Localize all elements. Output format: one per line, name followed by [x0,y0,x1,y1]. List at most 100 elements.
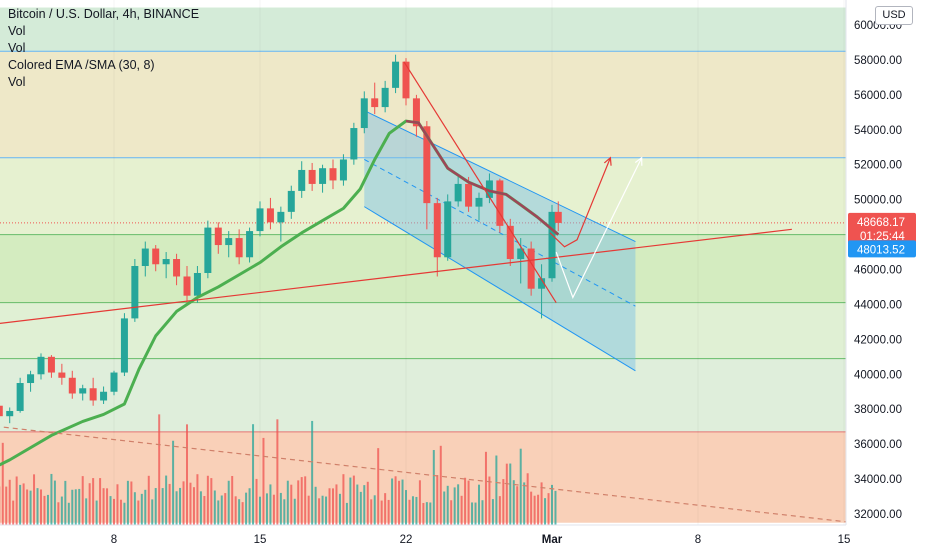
volume-bar [78,488,81,525]
legend-symbol[interactable]: Bitcoin / U.S. Dollar, 4h, BINANCE [8,7,200,21]
candle-body [444,201,452,258]
volume-bar [179,487,182,525]
volume-bar [245,492,248,525]
volume-bar [432,450,435,525]
candle-body [496,180,504,226]
time-axis[interactable]: 8 15 22 Mar 8 15 [0,524,932,550]
volume-bar [36,488,39,525]
volume-bar [439,445,442,525]
volume-bar [505,463,508,525]
volume-bar [85,498,88,525]
volume-bar [377,448,380,525]
price-tick-label: 54000.00 [854,125,902,137]
price-tick-label: 38000.00 [854,404,902,416]
price-tick-label: 50000.00 [854,195,902,207]
volume-bar [217,500,220,525]
chart-legend: Bitcoin / U.S. Dollar, 4h, BINANCE Vol V… [8,6,199,91]
time-axis-bg [0,525,932,550]
ema-line [0,119,560,467]
volume-bar [279,492,282,525]
volume-bar [234,496,237,525]
volume-bar [269,484,272,525]
volume-bar [210,478,213,525]
projection-arrowhead-1 [634,156,643,166]
legend-ema-sma[interactable]: Colored EMA /SMA (30, 8) [8,58,155,72]
candle-body [527,248,535,289]
volume-bar [241,502,244,525]
volume-bar [81,476,84,525]
volume-bar [512,480,515,525]
candle-body [329,168,337,181]
candle-body [162,259,170,265]
candle-body [465,183,473,207]
candle-body [141,248,149,267]
candle-body [58,372,66,378]
volume-bar [467,480,470,525]
last-price-tag [848,212,916,245]
candle-body [193,272,201,296]
volume-bar [484,451,487,525]
volume-bar [418,480,421,525]
candle-body [298,169,306,191]
candle-body [246,231,254,258]
time-tick-label: 15 [838,534,851,546]
volume-bar [175,491,178,525]
candle-body [100,391,108,401]
candle-body [517,248,525,260]
legend-volume-3[interactable]: Vol [8,75,26,89]
volume-bar [248,488,251,525]
volume-bar [342,474,345,525]
volume-bar [189,482,192,525]
volume-bar [325,496,328,525]
candle-body [277,211,285,223]
volume-bar [464,477,467,525]
volume-bar [88,483,91,525]
volume-bar [29,490,32,525]
volume-bar [15,476,18,525]
bar-countdown: 01:25:44 [860,231,905,243]
time-tick-label: 22 [400,534,413,546]
candle-body [454,183,462,202]
volume-bar [262,437,265,525]
volume-bar [53,480,56,525]
candle-body [16,383,24,411]
volume-bar [109,496,112,525]
volume-bar [5,486,8,525]
volume-bar [126,480,129,525]
legend-volume-1[interactable]: Vol [8,24,26,38]
volume-bar [366,481,369,525]
volume-bar [471,502,474,525]
price-tick-label: 56000.00 [854,90,902,102]
volume-bar [192,487,195,525]
volume-bar [123,502,126,525]
legend-volume-2[interactable]: Vol [8,41,26,55]
volume-bar [40,489,42,525]
volume-bar [498,496,501,525]
zone-1 [0,51,846,158]
projection-path-0 [549,157,611,248]
volume-bar [116,484,119,525]
zones-layer [0,7,846,523]
volume-bar [140,493,143,525]
volume-bar [95,500,98,525]
volume-bar [133,492,136,525]
candle-body [392,61,400,88]
candle-body [371,98,379,108]
volume-bar [206,475,209,525]
volume-bar [523,482,526,525]
volume-bar [33,474,36,525]
currency-button[interactable]: USD [875,6,913,25]
volume-bar [401,479,404,525]
ema-price-tag [848,240,916,258]
volume-bar [293,498,296,525]
volume-bar [387,499,390,525]
candle-body [131,266,139,319]
price-axis[interactable]: 32000.00 34000.00 36000.00 38000.00 40000.00… [845,0,932,550]
volume-bar [286,480,289,525]
volume-bar [50,473,53,525]
candle-body [110,372,118,392]
volume-bar [422,502,425,525]
